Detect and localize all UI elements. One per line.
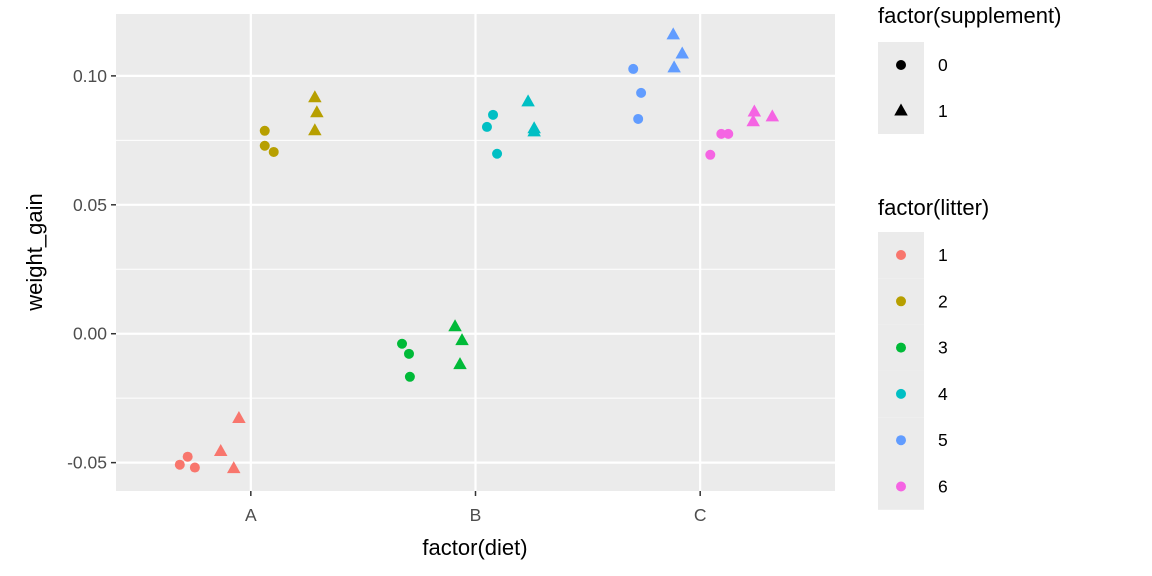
data-point-circle [636, 87, 647, 98]
data-point-circle [633, 113, 644, 124]
legend-label: 1 [938, 245, 948, 265]
color-swatch-icon [896, 481, 906, 492]
legend-label: 5 [938, 430, 948, 450]
data-point-circle [174, 459, 185, 470]
legend-label: 6 [938, 477, 948, 497]
data-point-triangle [448, 319, 462, 332]
data-point-triangle [308, 123, 322, 136]
data-point-triangle [746, 114, 760, 127]
data-point-triangle [675, 46, 689, 59]
axes: -0.05 0.00 0.05 0.10 A B C [67, 66, 706, 525]
data-point-circle [403, 348, 414, 359]
legend-label: 2 [938, 291, 948, 311]
data-point-triangle [453, 357, 467, 370]
data-point-triangle [527, 124, 541, 137]
x-tick-label: C [694, 505, 707, 525]
data-point-circle [716, 128, 727, 139]
color-swatch-icon [896, 296, 906, 307]
legend-label: 1 [938, 101, 948, 121]
color-swatch-icon [896, 250, 906, 260]
data-points [174, 27, 780, 474]
color-legend-title: factor(litter) [878, 195, 989, 220]
x-tick-label: A [245, 505, 257, 525]
data-point-circle [397, 338, 408, 349]
data-point-triangle [666, 27, 680, 40]
data-point-circle [259, 140, 270, 151]
data-point-circle [268, 146, 279, 157]
data-point-triangle [455, 333, 469, 346]
x-tick-label: B [470, 505, 482, 525]
data-point-triangle [226, 461, 241, 474]
y-tick-label: -0.05 [67, 453, 107, 473]
legend: factor(supplement) 0 1 factor(litter) 1 2 3 4 5 6 [878, 3, 1061, 510]
data-point-triangle [213, 444, 228, 457]
data-point-circle [481, 121, 492, 132]
data-point-circle [628, 63, 639, 74]
color-swatch-icon [896, 388, 906, 399]
data-point-triangle [232, 411, 246, 424]
y-tick-label: 0.05 [73, 195, 107, 215]
circle-icon [896, 60, 906, 70]
data-point-circle [488, 109, 499, 120]
y-tick-label: 0.00 [73, 324, 107, 344]
data-point-circle [404, 371, 415, 382]
data-point-circle [492, 148, 503, 159]
legend-label: 4 [938, 384, 948, 404]
data-point-triangle [765, 109, 780, 122]
x-axis-label: factor(diet) [422, 535, 527, 560]
triangle-icon [894, 103, 908, 116]
data-point-circle [259, 125, 270, 136]
legend-label: 3 [938, 338, 948, 358]
color-swatch-icon [896, 435, 906, 446]
data-point-triangle [747, 104, 762, 117]
data-point-circle [182, 451, 193, 462]
data-point-triangle [521, 94, 535, 107]
data-point-circle [189, 462, 200, 473]
data-point-triangle [308, 90, 322, 103]
shape-legend-title: factor(supplement) [878, 3, 1061, 28]
legend-label: 0 [938, 55, 948, 75]
gridlines [116, 14, 835, 491]
y-axis-label: weight_gain [22, 193, 47, 311]
data-point-circle [705, 149, 716, 160]
color-swatch-icon [896, 342, 906, 353]
data-point-circle [723, 128, 734, 139]
data-point-triangle [667, 60, 681, 73]
y-tick-label: 0.10 [73, 66, 107, 86]
data-point-triangle [310, 105, 324, 118]
